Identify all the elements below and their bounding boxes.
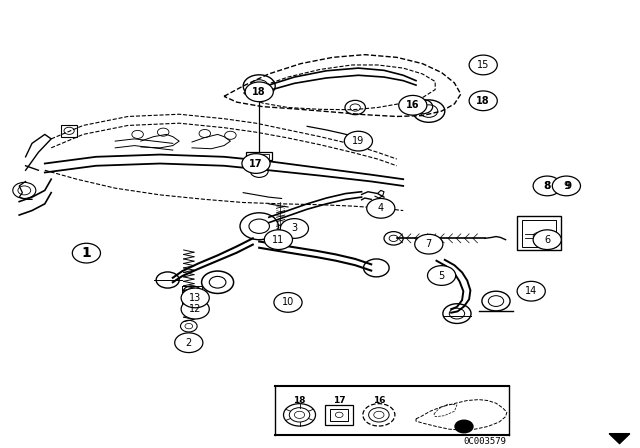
Bar [330, 409, 348, 421]
Circle shape [280, 219, 308, 238]
Text: 1: 1 [83, 248, 90, 258]
Circle shape [181, 288, 209, 308]
Text: 16: 16 [406, 100, 420, 110]
Circle shape [367, 198, 395, 218]
Text: 9: 9 [563, 181, 570, 191]
Bar [522, 220, 556, 247]
Circle shape [533, 230, 561, 250]
Bar [250, 154, 269, 159]
Circle shape [469, 55, 497, 75]
Text: 13: 13 [189, 293, 202, 303]
Text: 15: 15 [477, 60, 490, 70]
Circle shape [552, 176, 580, 196]
Circle shape [242, 154, 270, 173]
Text: 3: 3 [291, 224, 298, 233]
Circle shape [175, 333, 203, 353]
Text: 18: 18 [476, 96, 490, 106]
Text: 2: 2 [186, 338, 192, 348]
Bar [517, 216, 561, 250]
Text: 16: 16 [372, 396, 385, 405]
Text: 19: 19 [352, 136, 365, 146]
Circle shape [245, 82, 273, 102]
Bar [246, 152, 272, 160]
Text: 18: 18 [293, 396, 306, 405]
Text: 18: 18 [252, 87, 266, 97]
Text: 4: 4 [378, 203, 384, 213]
Circle shape [274, 293, 302, 312]
Circle shape [181, 299, 209, 319]
Text: 8: 8 [543, 181, 551, 191]
Text: 10: 10 [282, 297, 294, 307]
Bar [325, 405, 353, 425]
Text: 17: 17 [333, 396, 346, 405]
Circle shape [344, 131, 372, 151]
Circle shape [264, 230, 292, 250]
Circle shape [428, 266, 456, 285]
Circle shape [399, 95, 427, 115]
Text: 0C003579: 0C003579 [463, 437, 507, 446]
Text: 8: 8 [544, 181, 550, 191]
Circle shape [72, 243, 100, 263]
Text: 5: 5 [438, 271, 445, 280]
Circle shape [469, 91, 497, 111]
Text: 1: 1 [81, 246, 92, 260]
Text: 12: 12 [189, 304, 202, 314]
Circle shape [533, 176, 561, 196]
Text: 11: 11 [272, 235, 285, 245]
Bar [61, 125, 77, 137]
Circle shape [517, 281, 545, 301]
Polygon shape [609, 434, 630, 444]
Text: 9: 9 [564, 181, 572, 191]
Circle shape [455, 420, 473, 433]
Circle shape [415, 234, 443, 254]
Text: 6: 6 [544, 235, 550, 245]
Text: 17: 17 [249, 159, 263, 168]
Text: 14: 14 [525, 286, 538, 296]
Text: 7: 7 [426, 239, 432, 249]
